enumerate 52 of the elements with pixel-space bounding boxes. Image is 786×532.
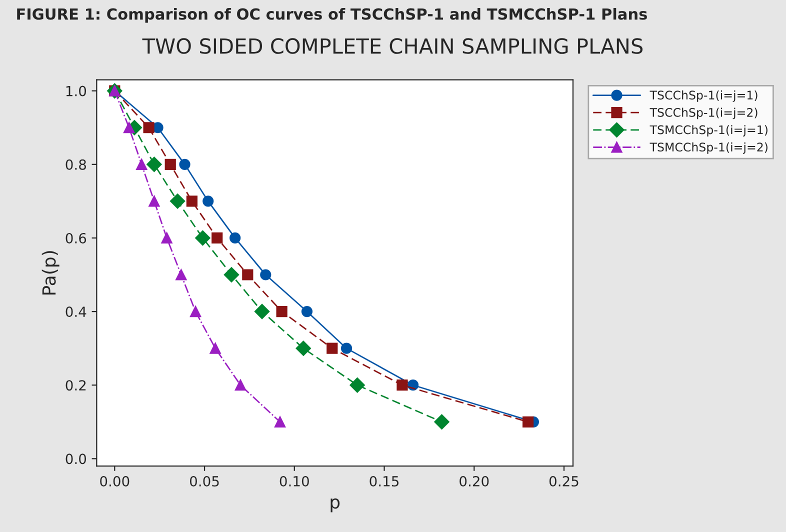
x-tick-label: 0.20 <box>460 476 489 487</box>
point <box>195 230 210 246</box>
x-tick-label: 0.25 <box>549 476 578 487</box>
legend-label: TSCChSp-1(i=j=2) <box>650 108 758 120</box>
chart-title: TWO SIDED COMPLETE CHAIN SAMPLING PLANS <box>142 38 643 54</box>
x-tick-label: 0.05 <box>190 476 219 487</box>
point <box>176 269 187 280</box>
point <box>170 194 186 209</box>
point <box>164 158 176 170</box>
y-tick-label: 0.2 <box>66 380 86 391</box>
x-axis-title: p <box>330 498 340 512</box>
point <box>161 232 172 244</box>
point <box>350 378 365 393</box>
point <box>202 196 214 207</box>
point <box>254 304 270 320</box>
point <box>186 196 198 207</box>
point <box>260 269 272 280</box>
point <box>296 340 311 356</box>
x-tick-label: 0.15 <box>370 476 399 487</box>
legend-label: TSCChSp-1(i=j=1) <box>650 90 758 102</box>
point <box>224 267 240 282</box>
x-tick-label: 0.00 <box>100 476 130 487</box>
point <box>146 156 162 172</box>
point <box>340 342 352 354</box>
legend-label: TSMCChSp-1(i=j=1) <box>650 125 768 137</box>
point <box>143 122 154 134</box>
point <box>148 196 160 207</box>
point <box>230 232 241 244</box>
x-tick-label: 0.10 <box>280 476 309 487</box>
point <box>242 269 254 280</box>
point <box>326 342 338 354</box>
point <box>179 158 190 170</box>
y-axis-title: Pa(p) <box>42 251 60 294</box>
point <box>234 380 246 391</box>
point <box>301 306 313 318</box>
point <box>276 306 288 318</box>
point <box>123 122 135 134</box>
point <box>190 306 202 318</box>
y-tick-label: 0.6 <box>66 232 86 244</box>
y-tick-label: 0.8 <box>66 159 86 170</box>
caption: FIGURE 1: Comparison of OC curves of TSCChSP-1 and TSMCChSP-1 Plans <box>17 8 647 23</box>
point <box>434 414 450 430</box>
point <box>396 380 408 391</box>
point <box>522 416 534 428</box>
point <box>136 158 148 170</box>
y-tick-label: 1.0 <box>66 86 86 96</box>
y-tick-label: 0.4 <box>66 306 86 318</box>
point <box>274 416 286 428</box>
y-tick-label: 0.0 <box>66 454 86 464</box>
point <box>212 232 223 244</box>
legend-label: TSMCChSp-1(i=j=2) <box>650 142 768 154</box>
point <box>210 342 221 354</box>
